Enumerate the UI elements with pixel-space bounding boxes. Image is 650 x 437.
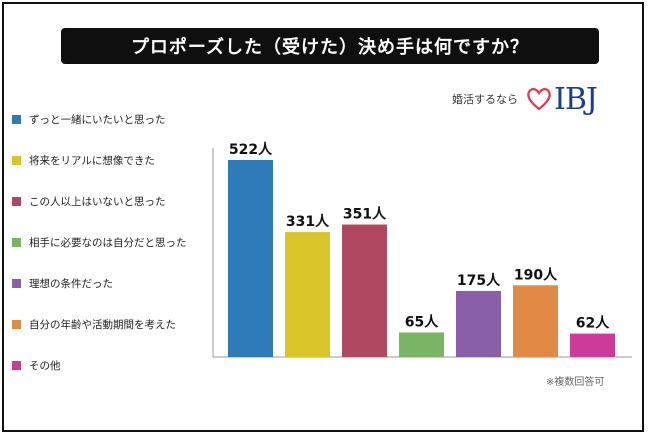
- legend-label: その他: [29, 360, 61, 372]
- legend-label: この人以上はいないと思った: [29, 196, 166, 208]
- legend-item: 自分の年齢や活動期間を考えた: [12, 317, 176, 332]
- bar-value-label: 62人: [576, 315, 610, 332]
- legend-label: ずっと一緒にいたいと思った: [29, 114, 166, 126]
- legend-item: その他: [12, 358, 61, 373]
- legend-label: 相手に必要なのは自分だと思った: [29, 237, 187, 249]
- legend-swatch: [12, 320, 21, 329]
- multiple-answers-note: ※複数回答可: [546, 377, 605, 388]
- legend-swatch: [12, 197, 21, 206]
- legend-item: 理想の条件だった: [12, 276, 113, 291]
- legend-item: 相手に必要なのは自分だと思った: [12, 235, 187, 250]
- bar-value-label: 522人: [229, 141, 273, 158]
- legend-swatch: [12, 361, 21, 370]
- legend-item: ずっと一緒にいたいと思った: [12, 112, 166, 127]
- legend-swatch: [12, 238, 21, 247]
- bar: [570, 333, 615, 357]
- bar: [399, 332, 444, 357]
- legend-swatch: [12, 156, 21, 165]
- legend-swatch: [12, 279, 21, 288]
- chart-title: プロポーズした（受けた）決め手は何ですか？: [61, 28, 599, 64]
- chart-frame: プロポーズした（受けた）決め手は何ですか？: [2, 2, 644, 432]
- brand-banner: 婚活するなら IBJ: [452, 81, 632, 117]
- bar: [342, 224, 387, 357]
- legend-item: この人以上はいないと思った: [12, 194, 166, 209]
- legend-swatch: [12, 115, 21, 124]
- bar-value-label: 190人: [514, 266, 558, 283]
- bar-value-label: 351人: [343, 206, 387, 223]
- legend-label: 将来をリアルに想像できた: [29, 155, 155, 167]
- bar: [513, 285, 558, 357]
- legend-label: 自分の年齢や活動期間を考えた: [29, 319, 176, 331]
- bar: [228, 160, 273, 357]
- heart-icon: [527, 88, 551, 111]
- bar-value-label: 331人: [286, 213, 330, 230]
- bar: [285, 232, 330, 357]
- legend-item: 将来をリアルに想像できた: [12, 153, 155, 168]
- bar: [456, 290, 501, 357]
- brand-logo: IBJ: [554, 81, 598, 117]
- legend-label: 理想の条件だった: [29, 278, 113, 290]
- bar-value-label: 65人: [405, 313, 439, 330]
- brand-tagline: 婚活するなら: [452, 93, 518, 106]
- bar-value-label: 175人: [457, 272, 501, 289]
